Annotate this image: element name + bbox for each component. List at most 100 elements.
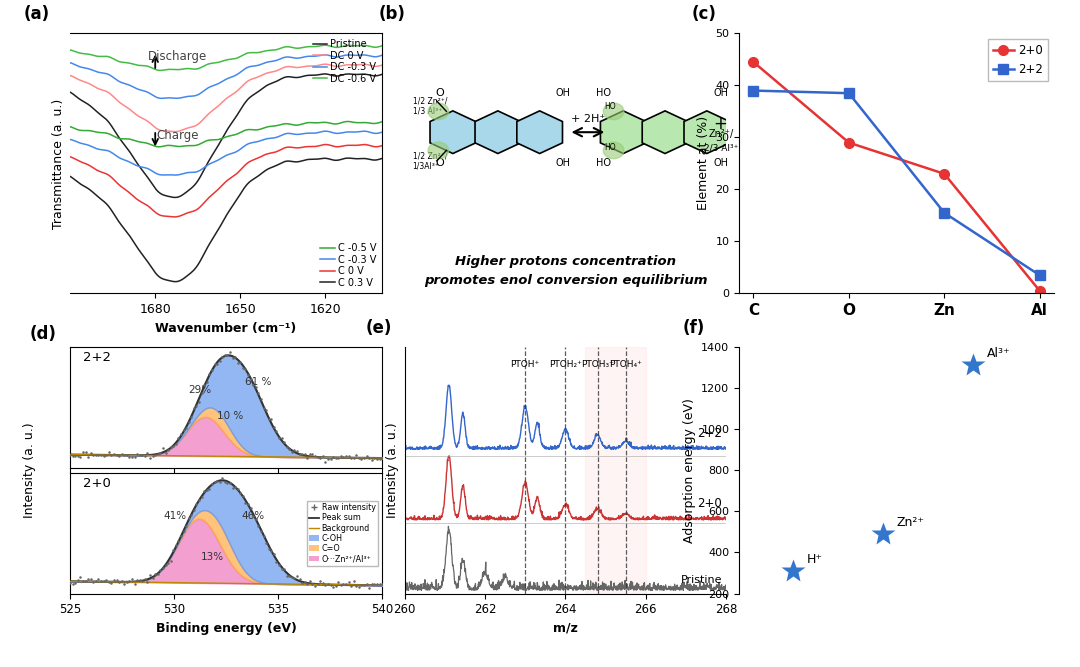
Pristine [133,163,146,171]
Text: OH: OH [556,88,570,98]
2+2 [747,87,760,95]
2+0 [842,139,855,147]
DC -0.6 V [198,62,211,70]
Text: Zn²⁺: Zn²⁺ [896,516,924,529]
DC -0.3 V [156,94,168,102]
DC 0 V [168,127,181,135]
Circle shape [428,142,448,159]
Pristine [242,95,255,103]
2+0 [937,170,950,178]
Text: PTOH⁺: PTOH⁺ [511,360,540,370]
Polygon shape [684,111,730,153]
X-axis label: Binding energy (eV): Binding energy (eV) [156,622,297,635]
Text: promotes enol conversion equilibrium: promotes enol conversion equilibrium [423,274,707,287]
DC -0.3 V [268,57,281,65]
Line: Pristine: Pristine [56,74,382,197]
Text: 61 %: 61 % [245,378,271,388]
Text: 2+0: 2+0 [698,498,723,510]
Y-axis label: Intensity (a. u.): Intensity (a. u.) [386,422,400,518]
DC -0.6 V [50,47,63,55]
Text: (c): (c) [692,5,717,23]
Pristine [198,166,211,174]
Text: OH: OH [556,158,570,168]
2+0 [747,58,760,66]
Text: 1/2 Zn²⁺/: 1/2 Zn²⁺/ [413,97,447,105]
Text: Higher protons concentration: Higher protons concentration [455,255,676,268]
Line: DC -0.6 V: DC -0.6 V [56,45,382,71]
Polygon shape [475,111,521,153]
DC -0.3 V [198,87,211,95]
2+0 [1034,287,1047,295]
Circle shape [604,142,624,159]
Circle shape [604,103,624,119]
Line: 2+2: 2+2 [748,86,1044,280]
Text: 41%: 41% [164,511,187,521]
Pristine [107,125,120,133]
Text: HO: HO [605,143,617,152]
Polygon shape [600,111,646,153]
Text: OH: OH [713,158,728,168]
DC -0.6 V [268,46,281,54]
DC 0 V [133,113,146,121]
Text: HO: HO [605,102,617,111]
DC -0.6 V [319,41,332,49]
DC -0.3 V [133,86,146,94]
Text: Intensity (a. u.): Intensity (a. u.) [23,422,36,518]
Text: PTOH₄⁺: PTOH₄⁺ [609,360,643,370]
Text: Charge: Charge [157,129,199,141]
DC -0.6 V [107,55,120,63]
Line: DC 0 V: DC 0 V [56,64,382,131]
DC -0.6 V [133,61,146,69]
DC -0.6 V [153,67,166,75]
Text: 2+0: 2+0 [83,478,110,490]
Text: 46%: 46% [242,511,265,521]
Bar [585,347,646,594]
Text: PTOH₃⁺: PTOH₃⁺ [581,360,613,370]
Text: Discharge: Discharge [148,50,207,63]
Y-axis label: Adsorption energy (eV): Adsorption energy (eV) [683,398,696,543]
Y-axis label: Transmittance (a. u.): Transmittance (a. u.) [52,98,65,229]
Line: DC -0.3 V: DC -0.3 V [56,55,382,98]
Text: 1/3 Al³⁺: 1/3 Al³⁺ [413,107,442,116]
DC -0.3 V [296,53,309,61]
Text: (f): (f) [683,319,704,337]
DC 0 V [268,67,281,75]
Polygon shape [430,111,475,153]
DC 0 V [107,93,120,101]
2+2 [1034,271,1047,279]
Text: HO: HO [596,158,611,168]
Text: +: + [713,115,727,133]
Text: (d): (d) [29,325,56,343]
Pristine [296,73,309,81]
DC -0.6 V [242,49,255,57]
Text: PTOH₂⁺: PTOH₂⁺ [549,360,582,370]
Text: H⁺: H⁺ [807,553,823,566]
Pristine [50,85,63,93]
Line: 2+0: 2+0 [748,57,1044,295]
DC 0 V [242,77,255,85]
Text: (b): (b) [379,5,406,23]
Text: 2/3 Al³⁺: 2/3 Al³⁺ [704,143,739,152]
Text: 10 %: 10 % [217,412,243,422]
Pristine [168,193,181,201]
Text: + 2H⁺: + 2H⁺ [570,114,605,124]
DC 0 V [296,63,309,71]
Text: 1/2 Zn²⁺/: 1/2 Zn²⁺/ [413,151,447,160]
Text: 13%: 13% [201,552,225,562]
2+2 [937,209,950,217]
DC -0.3 V [376,51,389,59]
DC 0 V [50,71,63,79]
Text: Pristine: Pristine [680,576,723,586]
Legend: C -0.5 V, C -0.3 V, C 0 V, C 0.3 V: C -0.5 V, C -0.3 V, C 0 V, C 0.3 V [320,242,377,289]
Polygon shape [643,111,688,153]
DC -0.3 V [242,63,255,71]
Text: OH: OH [713,88,728,98]
2+2 [842,89,855,97]
DC -0.6 V [376,42,389,50]
Text: 2+2: 2+2 [698,427,723,440]
Text: Zn²⁺/: Zn²⁺/ [708,129,734,139]
Text: HO: HO [596,88,611,98]
Pristine [319,70,332,78]
DC 0 V [376,61,389,69]
Text: 1/3Al³⁺: 1/3Al³⁺ [413,161,440,171]
